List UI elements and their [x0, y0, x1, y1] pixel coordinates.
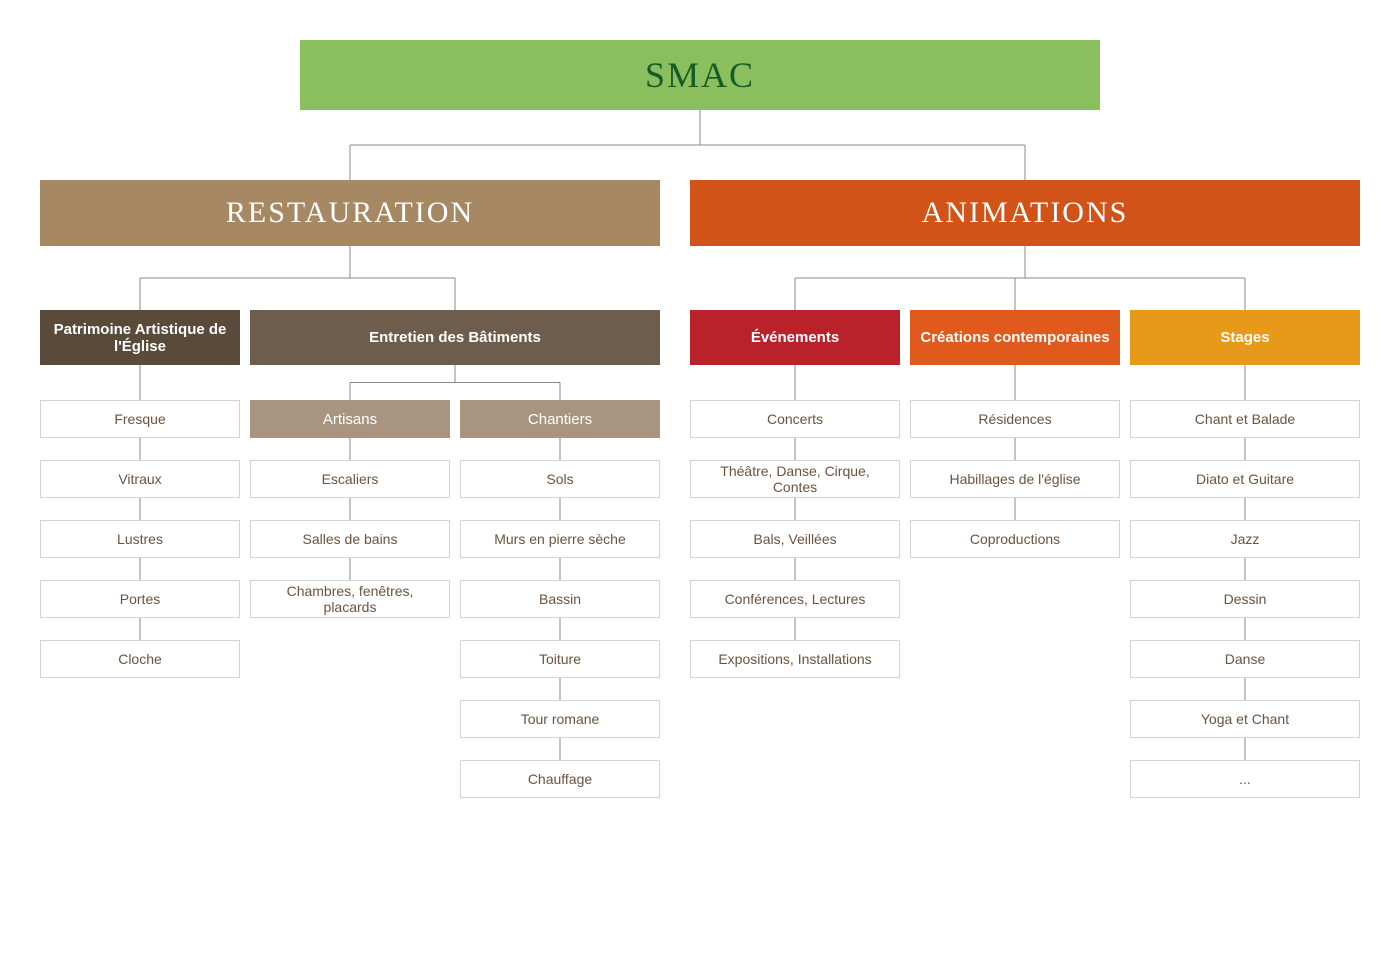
leaf-chantiers-1: Murs en pierre sèche — [460, 520, 660, 558]
leaf-patrimoine-0: Fresque — [40, 400, 240, 438]
leaf-stages-0: Chant et Balade — [1130, 400, 1360, 438]
leaf-evenements-2: Bals, Veillées — [690, 520, 900, 558]
leaf-artisans-1: Salles de bains — [250, 520, 450, 558]
leaf-evenements-4: Expositions, Installations — [690, 640, 900, 678]
leaf-patrimoine-1: Vitraux — [40, 460, 240, 498]
subcat-chantiers: Chantiers — [460, 400, 660, 438]
category-entretien-label: Entretien des Bâtiments — [369, 329, 541, 346]
leaf-chantiers-5-label: Chauffage — [528, 771, 592, 787]
leaf-creations-0-label: Résidences — [978, 411, 1051, 427]
leaf-patrimoine-2: Lustres — [40, 520, 240, 558]
leaf-stages-3: Dessin — [1130, 580, 1360, 618]
subcat-chantiers-label: Chantiers — [528, 411, 592, 428]
leaf-creations-1-label: Habillages de l'église — [949, 471, 1080, 487]
category-evenements-label: Événements — [751, 329, 839, 346]
leaf-patrimoine-4: Cloche — [40, 640, 240, 678]
leaf-evenements-1: Théâtre, Danse, Cirque, Contes — [690, 460, 900, 498]
subcat-artisans-label: Artisans — [323, 411, 377, 428]
leaf-stages-0-label: Chant et Balade — [1195, 411, 1295, 427]
leaf-creations-1: Habillages de l'église — [910, 460, 1120, 498]
leaf-chantiers-4-label: Tour romane — [521, 711, 600, 727]
leaf-stages-2: Jazz — [1130, 520, 1360, 558]
leaf-evenements-1-label: Théâtre, Danse, Cirque, Contes — [699, 463, 891, 495]
leaf-patrimoine-3-label: Portes — [120, 591, 160, 607]
leaf-artisans-1-label: Salles de bains — [303, 531, 398, 547]
category-patrimoine: Patrimoine Artistique de l'Église — [40, 310, 240, 365]
leaf-chantiers-3: Toiture — [460, 640, 660, 678]
category-entretien: Entretien des Bâtiments — [250, 310, 660, 365]
branch-restauration: RESTAURATION — [40, 180, 660, 246]
leaf-artisans-2-label: Chambres, fenêtres, placards — [259, 583, 441, 615]
leaf-chantiers-4: Tour romane — [460, 700, 660, 738]
leaf-patrimoine-3: Portes — [40, 580, 240, 618]
leaf-patrimoine-0-label: Fresque — [114, 411, 165, 427]
leaf-stages-4: Danse — [1130, 640, 1360, 678]
leaf-chantiers-0-label: Sols — [546, 471, 573, 487]
leaf-stages-6-label: ... — [1239, 771, 1251, 787]
root-node: SMAC — [300, 40, 1100, 110]
leaf-evenements-3-label: Conférences, Lectures — [725, 591, 866, 607]
branch-animations-label: ANIMATIONS — [922, 196, 1129, 230]
leaf-creations-2: Coproductions — [910, 520, 1120, 558]
category-creations: Créations contemporaines — [910, 310, 1120, 365]
leaf-creations-0: Résidences — [910, 400, 1120, 438]
leaf-patrimoine-2-label: Lustres — [117, 531, 163, 547]
leaf-chantiers-2-label: Bassin — [539, 591, 581, 607]
leaf-evenements-2-label: Bals, Veillées — [753, 531, 836, 547]
leaf-chantiers-1-label: Murs en pierre sèche — [494, 531, 626, 547]
leaf-evenements-0-label: Concerts — [767, 411, 823, 427]
org-chart: SMAC RESTAURATION ANIMATIONS Patrimoine Art… — [20, 20, 1380, 960]
leaf-stages-6: ... — [1130, 760, 1360, 798]
category-creations-label: Créations contemporaines — [920, 329, 1109, 346]
leaf-stages-4-label: Danse — [1225, 651, 1265, 667]
leaf-stages-5: Yoga et Chant — [1130, 700, 1360, 738]
branch-restauration-label: RESTAURATION — [226, 196, 474, 230]
leaf-stages-1-label: Diato et Guitare — [1196, 471, 1294, 487]
leaf-patrimoine-1-label: Vitraux — [118, 471, 161, 487]
leaf-evenements-4-label: Expositions, Installations — [718, 651, 871, 667]
leaf-creations-2-label: Coproductions — [970, 531, 1060, 547]
leaf-stages-2-label: Jazz — [1231, 531, 1260, 547]
branch-animations: ANIMATIONS — [690, 180, 1360, 246]
category-evenements: Événements — [690, 310, 900, 365]
leaf-stages-3-label: Dessin — [1224, 591, 1267, 607]
leaf-patrimoine-4-label: Cloche — [118, 651, 162, 667]
leaf-artisans-2: Chambres, fenêtres, placards — [250, 580, 450, 618]
leaf-stages-5-label: Yoga et Chant — [1201, 711, 1289, 727]
leaf-artisans-0: Escaliers — [250, 460, 450, 498]
leaf-chantiers-3-label: Toiture — [539, 651, 581, 667]
leaf-artisans-0-label: Escaliers — [322, 471, 379, 487]
category-stages-label: Stages — [1220, 329, 1269, 346]
leaf-chantiers-2: Bassin — [460, 580, 660, 618]
category-patrimoine-label: Patrimoine Artistique de l'Église — [48, 321, 232, 355]
subcat-artisans: Artisans — [250, 400, 450, 438]
leaf-evenements-0: Concerts — [690, 400, 900, 438]
category-stages: Stages — [1130, 310, 1360, 365]
leaf-chantiers-5: Chauffage — [460, 760, 660, 798]
root-node-label: SMAC — [645, 54, 755, 96]
leaf-evenements-3: Conférences, Lectures — [690, 580, 900, 618]
leaf-chantiers-0: Sols — [460, 460, 660, 498]
leaf-stages-1: Diato et Guitare — [1130, 460, 1360, 498]
